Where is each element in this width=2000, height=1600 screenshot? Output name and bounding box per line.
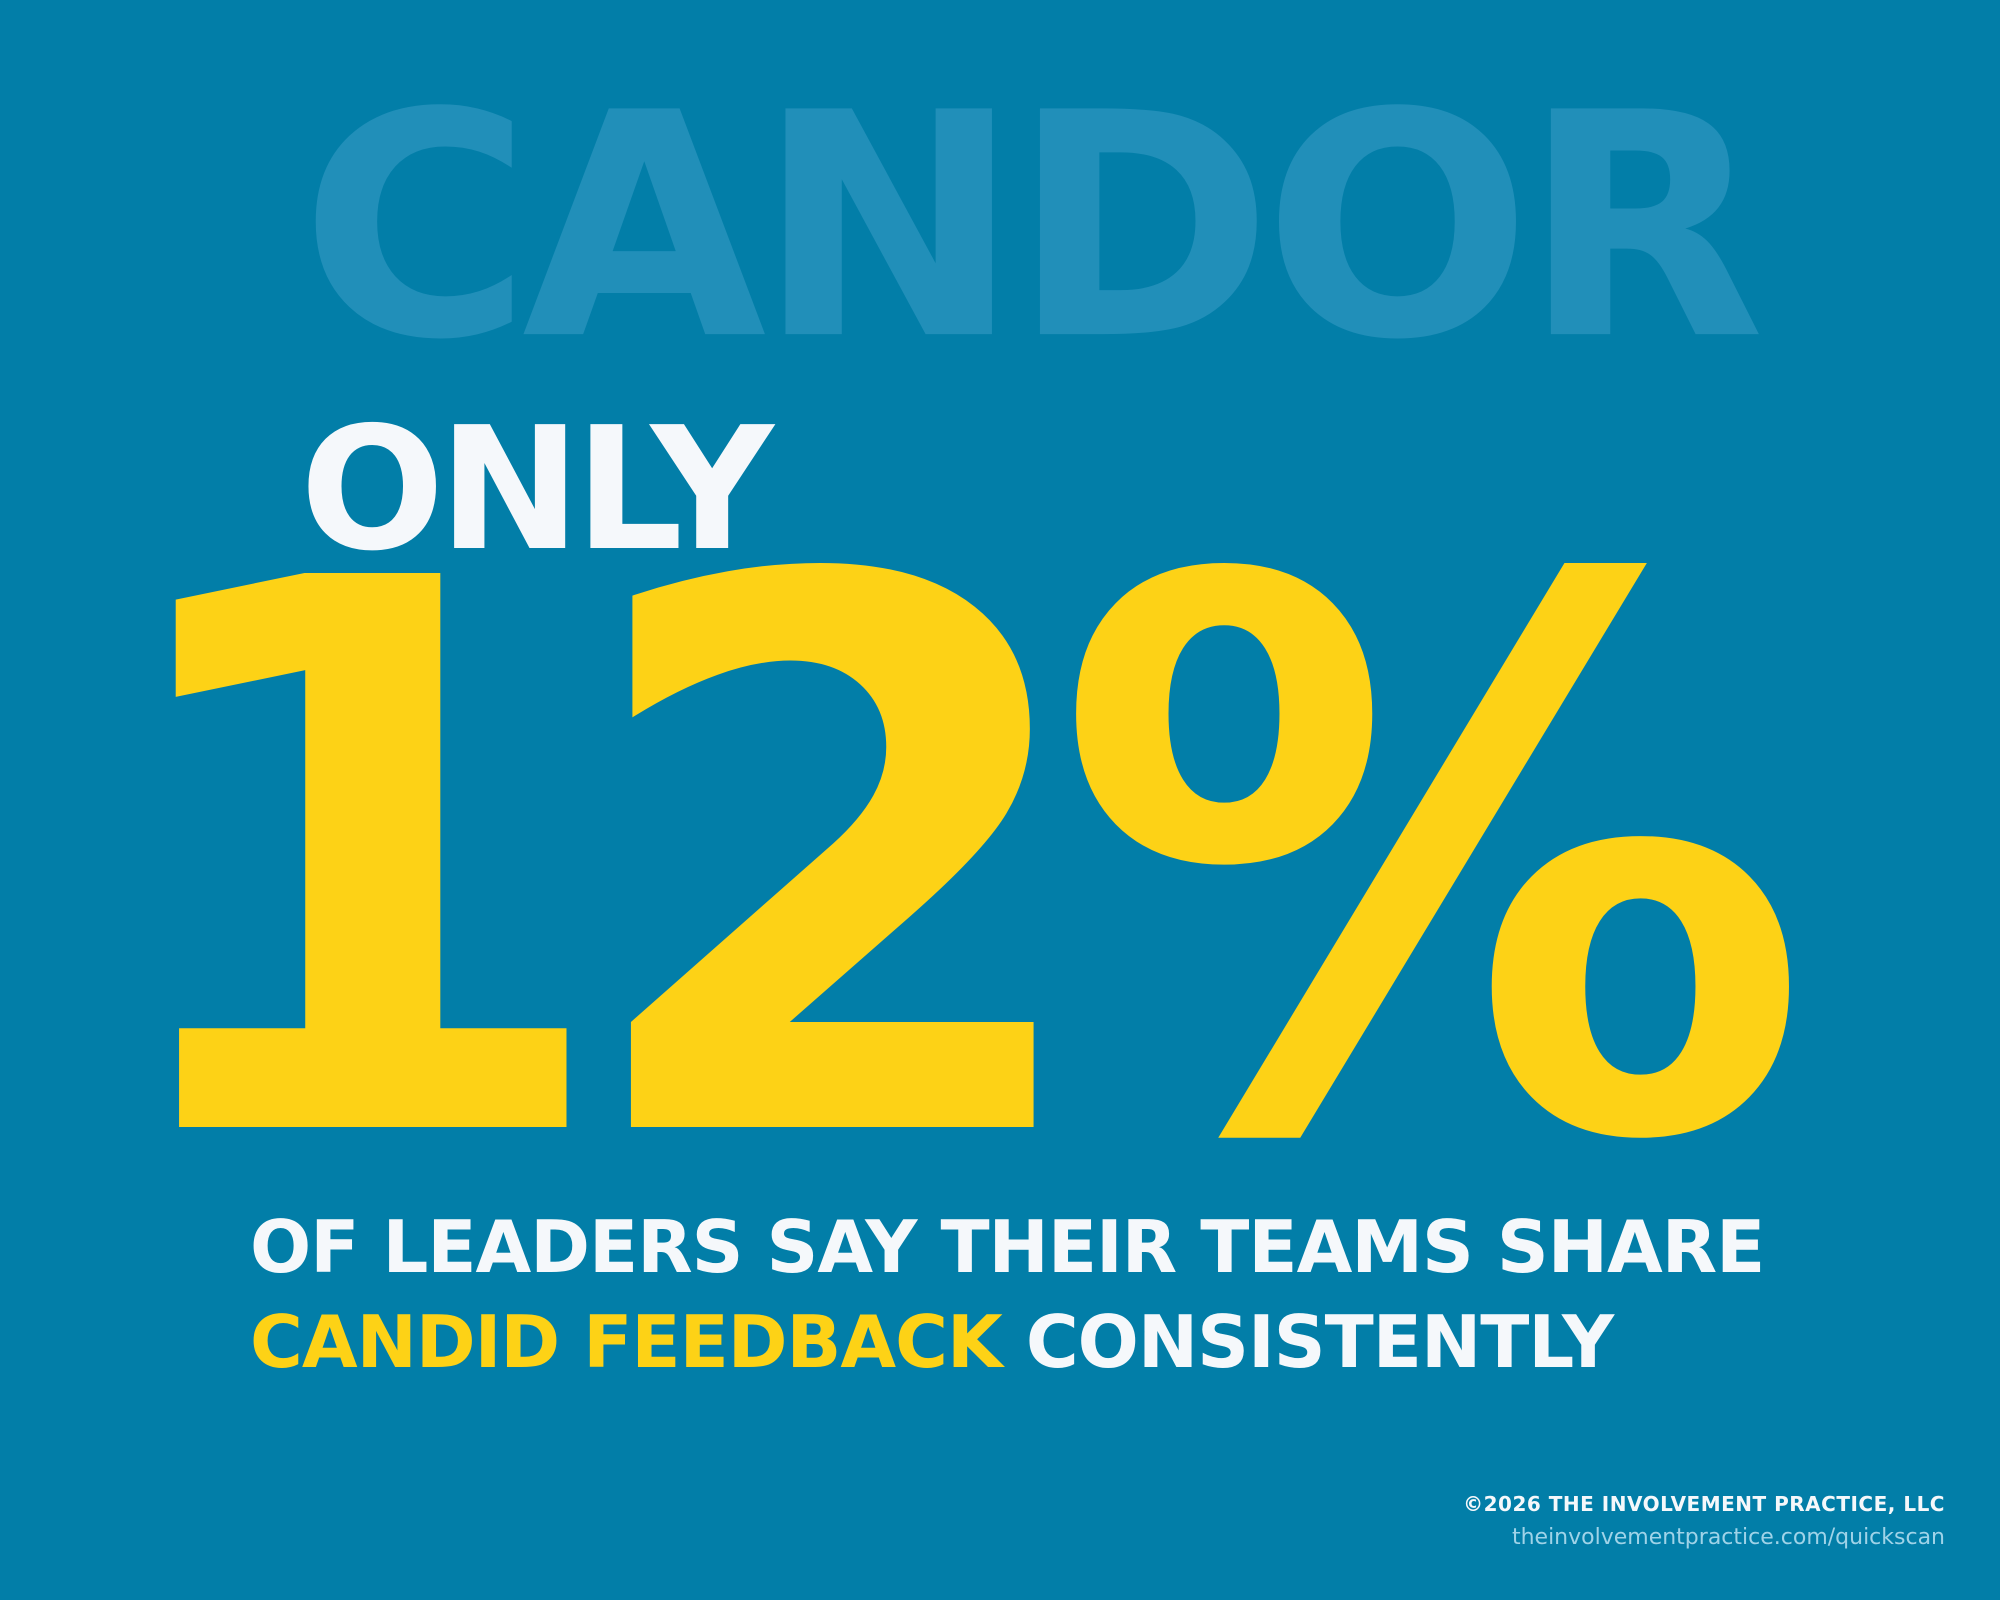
statement-highlight: CANDID FEEDBACK bbox=[250, 1300, 1003, 1384]
statement-line-2-rest: CONSISTENTLY bbox=[1025, 1300, 1614, 1384]
background-watermark: CANDOR bbox=[300, 46, 1765, 408]
big-statistic: 12% bbox=[90, 423, 1813, 1307]
headline-prefix: ONLY bbox=[300, 391, 774, 589]
website-url: theinvolvementpractice.com/quickscan bbox=[1511, 1525, 1945, 1550]
statement-line-1: OF LEADERS SAY THEIR TEAMS SHARE bbox=[250, 1205, 1765, 1289]
statement: OF LEADERS SAY THEIR TEAMS SHARE CANDID … bbox=[250, 1200, 1850, 1390]
copyright-notice: ©2026 THE INVOLVEMENT PRACTICE, LLC bbox=[1463, 1492, 1945, 1516]
statement-line-2: CANDID FEEDBACK CONSISTENTLY bbox=[250, 1295, 1850, 1390]
footer: ©2026 THE INVOLVEMENT PRACTICE, LLC thei… bbox=[1463, 1487, 1945, 1555]
